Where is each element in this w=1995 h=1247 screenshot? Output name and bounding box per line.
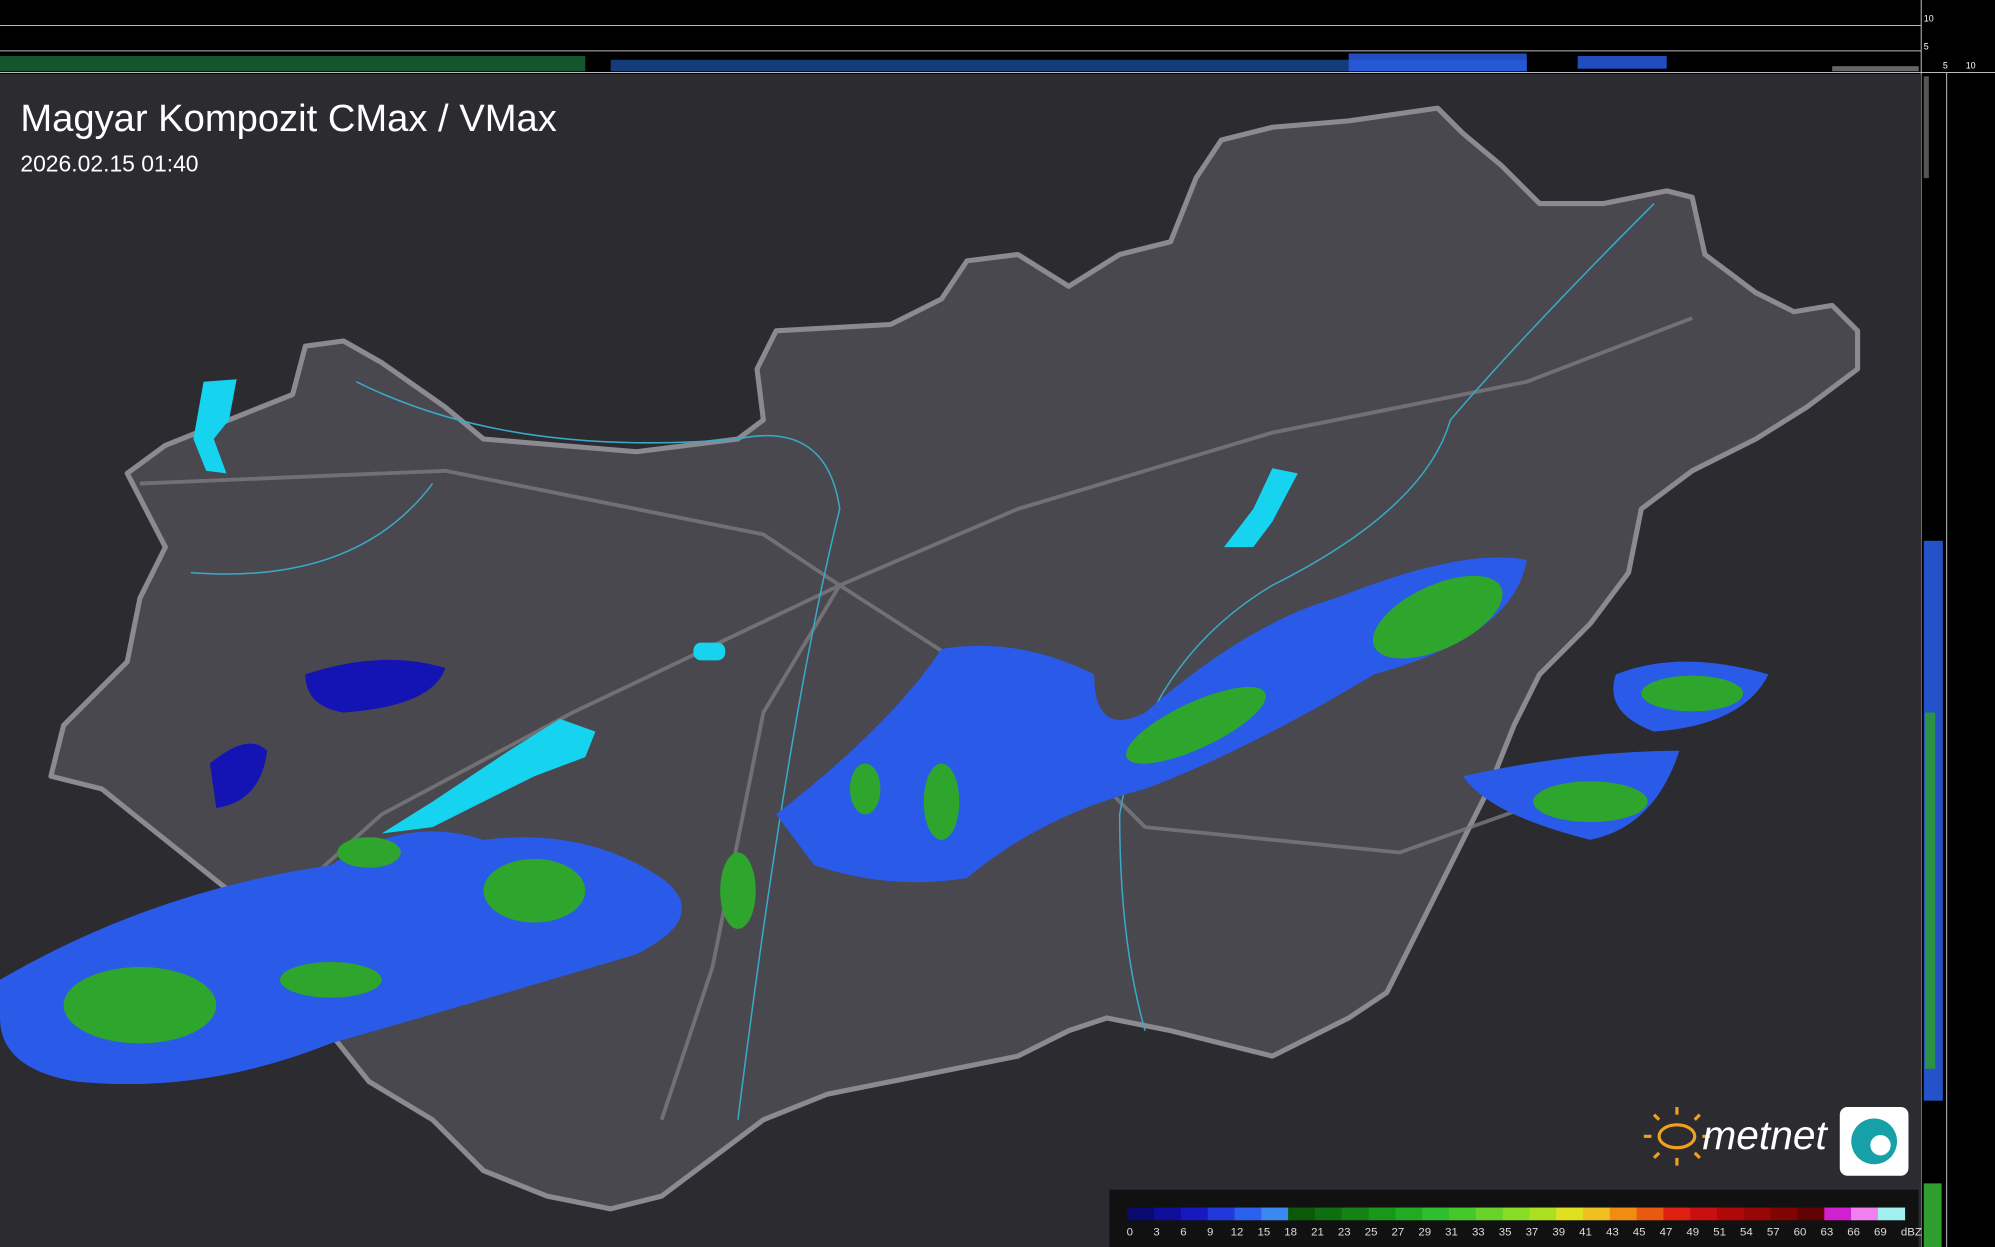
legend-swatch bbox=[1502, 1207, 1530, 1221]
legend-label: 66 bbox=[1847, 1227, 1860, 1239]
radar-echoes bbox=[0, 557, 1769, 1085]
legend-label: 39 bbox=[1552, 1227, 1565, 1239]
legend-label: 18 bbox=[1284, 1227, 1297, 1239]
legend-swatch bbox=[1341, 1207, 1369, 1221]
legend-label: 29 bbox=[1418, 1227, 1431, 1239]
logo: metnet bbox=[1643, 1107, 1909, 1176]
legend-swatch bbox=[1636, 1207, 1664, 1221]
top-profile bbox=[0, 24, 1995, 74]
legend-label: 45 bbox=[1633, 1227, 1646, 1239]
legend-label: 41 bbox=[1579, 1227, 1592, 1239]
legend-label: 21 bbox=[1311, 1227, 1324, 1239]
legend-swatch bbox=[1717, 1207, 1745, 1221]
legend-swatch bbox=[1422, 1207, 1450, 1221]
legend-swatch bbox=[1877, 1207, 1906, 1221]
side-axis-label: 5 bbox=[1943, 61, 1948, 71]
legend-swatch bbox=[1368, 1207, 1396, 1221]
legend-label: 69 bbox=[1874, 1227, 1887, 1239]
legend-label: 12 bbox=[1231, 1227, 1244, 1239]
rivers bbox=[190, 203, 1655, 1120]
legend-label: 35 bbox=[1499, 1227, 1512, 1239]
top-axis-label: 10 bbox=[1924, 14, 1934, 24]
legend-label: 43 bbox=[1606, 1227, 1619, 1239]
lakes bbox=[193, 379, 1298, 834]
logo-text: metnet bbox=[1702, 1112, 1828, 1158]
legend-swatch bbox=[1797, 1207, 1825, 1221]
legend-label: 0 bbox=[1127, 1227, 1133, 1239]
legend-swatch bbox=[1583, 1207, 1611, 1221]
legend-swatch bbox=[1234, 1207, 1262, 1221]
top-axis-label: 5 bbox=[1924, 42, 1929, 52]
legend-label: 3 bbox=[1153, 1227, 1159, 1239]
legend-swatch bbox=[1261, 1207, 1289, 1221]
legend-swatch bbox=[1207, 1207, 1235, 1221]
map-title: Magyar Kompozit CMax / VMax bbox=[20, 97, 556, 140]
legend-label: 37 bbox=[1526, 1227, 1539, 1239]
legend-label: 60 bbox=[1794, 1227, 1807, 1239]
legend-label: 31 bbox=[1445, 1227, 1458, 1239]
legend-label: 23 bbox=[1338, 1227, 1351, 1239]
legend-swatch bbox=[1556, 1207, 1584, 1221]
legend-label: 9 bbox=[1207, 1227, 1213, 1239]
legend-label: 63 bbox=[1820, 1227, 1833, 1239]
legend-swatch bbox=[1824, 1207, 1852, 1221]
legend-swatch bbox=[1288, 1207, 1316, 1221]
legend-label: 27 bbox=[1392, 1227, 1405, 1239]
legend-swatch bbox=[1314, 1207, 1343, 1221]
legend-label: 6 bbox=[1180, 1227, 1186, 1239]
legend-label: 49 bbox=[1686, 1227, 1699, 1239]
legend-swatch bbox=[1609, 1207, 1638, 1221]
legend-swatch bbox=[1770, 1207, 1798, 1221]
legend-swatch bbox=[1395, 1207, 1423, 1221]
legend-swatch bbox=[1690, 1207, 1718, 1221]
side-axis-label: 10 bbox=[1966, 61, 1976, 71]
legend-swatch bbox=[1663, 1207, 1691, 1221]
timestamp: 2026.02.15 01:40 bbox=[20, 150, 198, 176]
legend-label: 33 bbox=[1472, 1227, 1485, 1239]
legend-label: 54 bbox=[1740, 1227, 1753, 1239]
legend-swatch bbox=[1127, 1207, 1155, 1221]
legend-swatch bbox=[1851, 1207, 1879, 1221]
legend-swatch bbox=[1154, 1207, 1182, 1221]
legend-swatch bbox=[1180, 1207, 1209, 1221]
legend-swatch bbox=[1448, 1207, 1477, 1221]
legend-swatch bbox=[1743, 1207, 1772, 1221]
legend: 0 3 6 9 12 15 18 21 23 25 27 29 31 33 35 37 39 41 43 45 47 49… bbox=[1127, 1207, 1922, 1239]
legend-swatch bbox=[1529, 1207, 1557, 1221]
legend-label: 47 bbox=[1660, 1227, 1673, 1239]
legend-label: 15 bbox=[1257, 1227, 1270, 1239]
legend-swatch bbox=[1475, 1207, 1503, 1221]
legend-label: 25 bbox=[1365, 1227, 1378, 1239]
legend-label: 57 bbox=[1767, 1227, 1780, 1239]
legend-unit: dBZ bbox=[1901, 1227, 1922, 1239]
legend-label: 51 bbox=[1713, 1227, 1726, 1239]
